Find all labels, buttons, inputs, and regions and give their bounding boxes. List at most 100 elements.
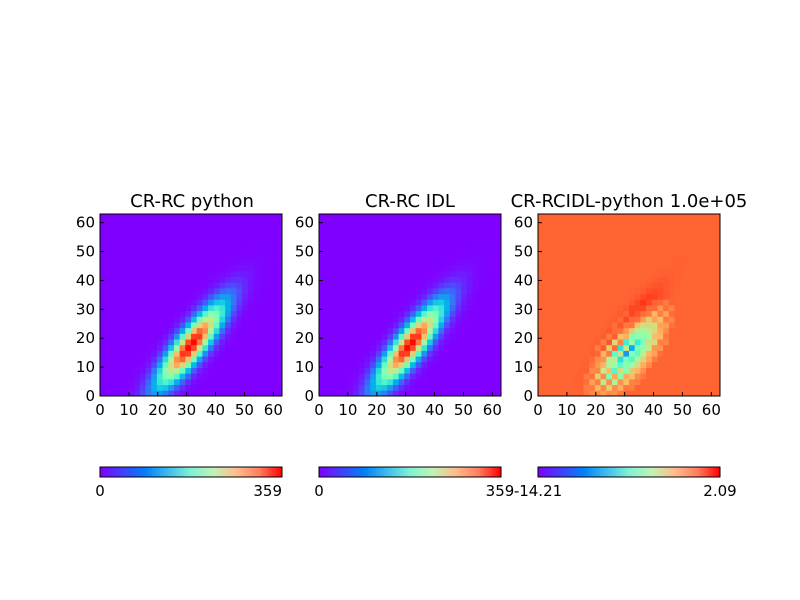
heatmap-cell xyxy=(600,310,607,317)
heatmap-cell xyxy=(594,276,601,283)
heatmap-cell xyxy=(572,214,579,221)
heatmap-cell xyxy=(375,299,382,306)
heatmap-cell xyxy=(472,356,479,363)
heatmap-cell xyxy=(421,310,428,317)
heatmap-cell xyxy=(617,276,624,283)
heatmap-cell xyxy=(242,339,249,346)
heatmap-cell xyxy=(122,384,129,391)
heatmap-cell xyxy=(566,390,573,397)
heatmap-cell xyxy=(461,270,468,277)
heatmap-cell xyxy=(139,327,146,334)
heatmap-cell xyxy=(478,265,485,272)
heatmap-cell xyxy=(680,361,687,368)
heatmap-cell xyxy=(225,282,232,289)
heatmap-cell xyxy=(173,316,181,323)
heatmap-cell xyxy=(336,316,343,323)
heatmap-cell xyxy=(392,322,400,329)
heatmap-cell xyxy=(145,293,152,300)
heatmap-cell xyxy=(432,282,439,289)
heatmap-cell xyxy=(264,384,272,391)
heatmap-cell xyxy=(236,350,243,357)
heatmap-cell xyxy=(466,248,473,255)
heatmap-cell xyxy=(566,259,573,266)
heatmap-cell xyxy=(489,316,496,323)
heatmap-cell xyxy=(415,390,422,397)
heatmap-cell xyxy=(708,270,715,277)
heatmap-cell xyxy=(364,333,371,340)
heatmap-cell xyxy=(629,327,636,334)
heatmap-cell xyxy=(151,356,158,363)
heatmap-cell xyxy=(708,310,715,317)
heatmap-cell xyxy=(461,373,468,380)
heatmap-cell xyxy=(111,356,118,363)
heatmap-cell xyxy=(230,344,237,351)
heatmap-cell xyxy=(629,310,636,317)
heatmap-cell xyxy=(427,231,434,238)
heatmap-cell xyxy=(145,299,152,306)
heatmap-cell xyxy=(173,390,181,397)
heatmap-cell xyxy=(691,242,698,249)
heatmap-cell xyxy=(410,225,417,232)
heatmap-cell xyxy=(640,225,647,232)
heatmap-cell xyxy=(191,299,198,306)
heatmap-cell xyxy=(319,253,326,260)
heatmap-cell xyxy=(219,231,226,238)
heatmap-cell xyxy=(651,225,658,232)
heatmap-cell xyxy=(444,225,451,232)
heatmap-cell xyxy=(156,293,163,300)
heatmap-cell xyxy=(466,310,473,317)
heatmap-cell xyxy=(577,350,584,357)
heatmap-cell xyxy=(566,214,573,221)
heatmap-cell xyxy=(697,276,704,283)
heatmap-cell xyxy=(668,373,675,380)
heatmap-cell xyxy=(392,287,400,295)
heatmap-cell xyxy=(122,344,129,351)
heatmap-cell xyxy=(117,293,124,300)
heatmap-cell xyxy=(489,361,496,368)
heatmap-cell xyxy=(555,265,562,272)
heatmap-cell xyxy=(191,344,198,351)
heatmap-cell xyxy=(466,378,473,386)
heatmap-cell xyxy=(179,219,186,226)
heatmap-cell xyxy=(145,305,152,312)
heatmap-cell xyxy=(358,316,365,323)
heatmap-cell xyxy=(697,350,704,357)
y-tick-label: 10 xyxy=(295,358,314,376)
heatmap-cell xyxy=(264,253,272,260)
heatmap-cell xyxy=(455,259,462,266)
heatmap-cell xyxy=(111,384,118,391)
heatmap-cell xyxy=(663,242,670,249)
heatmap-cell xyxy=(324,287,331,295)
heatmap-cell xyxy=(259,356,266,363)
heatmap-cell xyxy=(319,378,326,386)
heatmap-cell xyxy=(674,236,681,243)
heatmap-cell xyxy=(259,310,266,317)
heatmap-cell xyxy=(353,299,360,306)
heatmap-cell xyxy=(358,242,365,249)
heatmap-cell xyxy=(156,231,163,238)
heatmap-cell xyxy=(208,322,215,329)
heatmap-cell xyxy=(432,367,439,374)
heatmap-cell xyxy=(589,248,596,255)
heatmap-cell xyxy=(646,361,653,368)
heatmap-cell xyxy=(438,236,445,243)
heatmap-cell xyxy=(651,282,658,289)
heatmap-cell xyxy=(702,378,710,386)
heatmap-cell xyxy=(577,384,584,391)
heatmap-cell xyxy=(566,373,573,380)
heatmap-cell xyxy=(623,373,630,380)
heatmap-cell xyxy=(404,248,411,255)
heatmap-cell xyxy=(276,350,283,357)
heatmap-cell xyxy=(472,333,479,340)
heatmap-cell xyxy=(560,299,567,306)
heatmap-cell xyxy=(270,282,277,289)
heatmap-cell xyxy=(657,242,664,249)
heatmap-cell xyxy=(449,293,456,300)
heatmap-cell xyxy=(392,356,400,363)
heatmap-cell xyxy=(364,390,371,397)
heatmap-cell xyxy=(353,259,360,266)
heatmap-cell xyxy=(697,219,704,226)
heatmap-cell xyxy=(438,253,445,260)
heatmap-cell xyxy=(111,265,118,272)
heatmap-cell xyxy=(538,214,545,221)
